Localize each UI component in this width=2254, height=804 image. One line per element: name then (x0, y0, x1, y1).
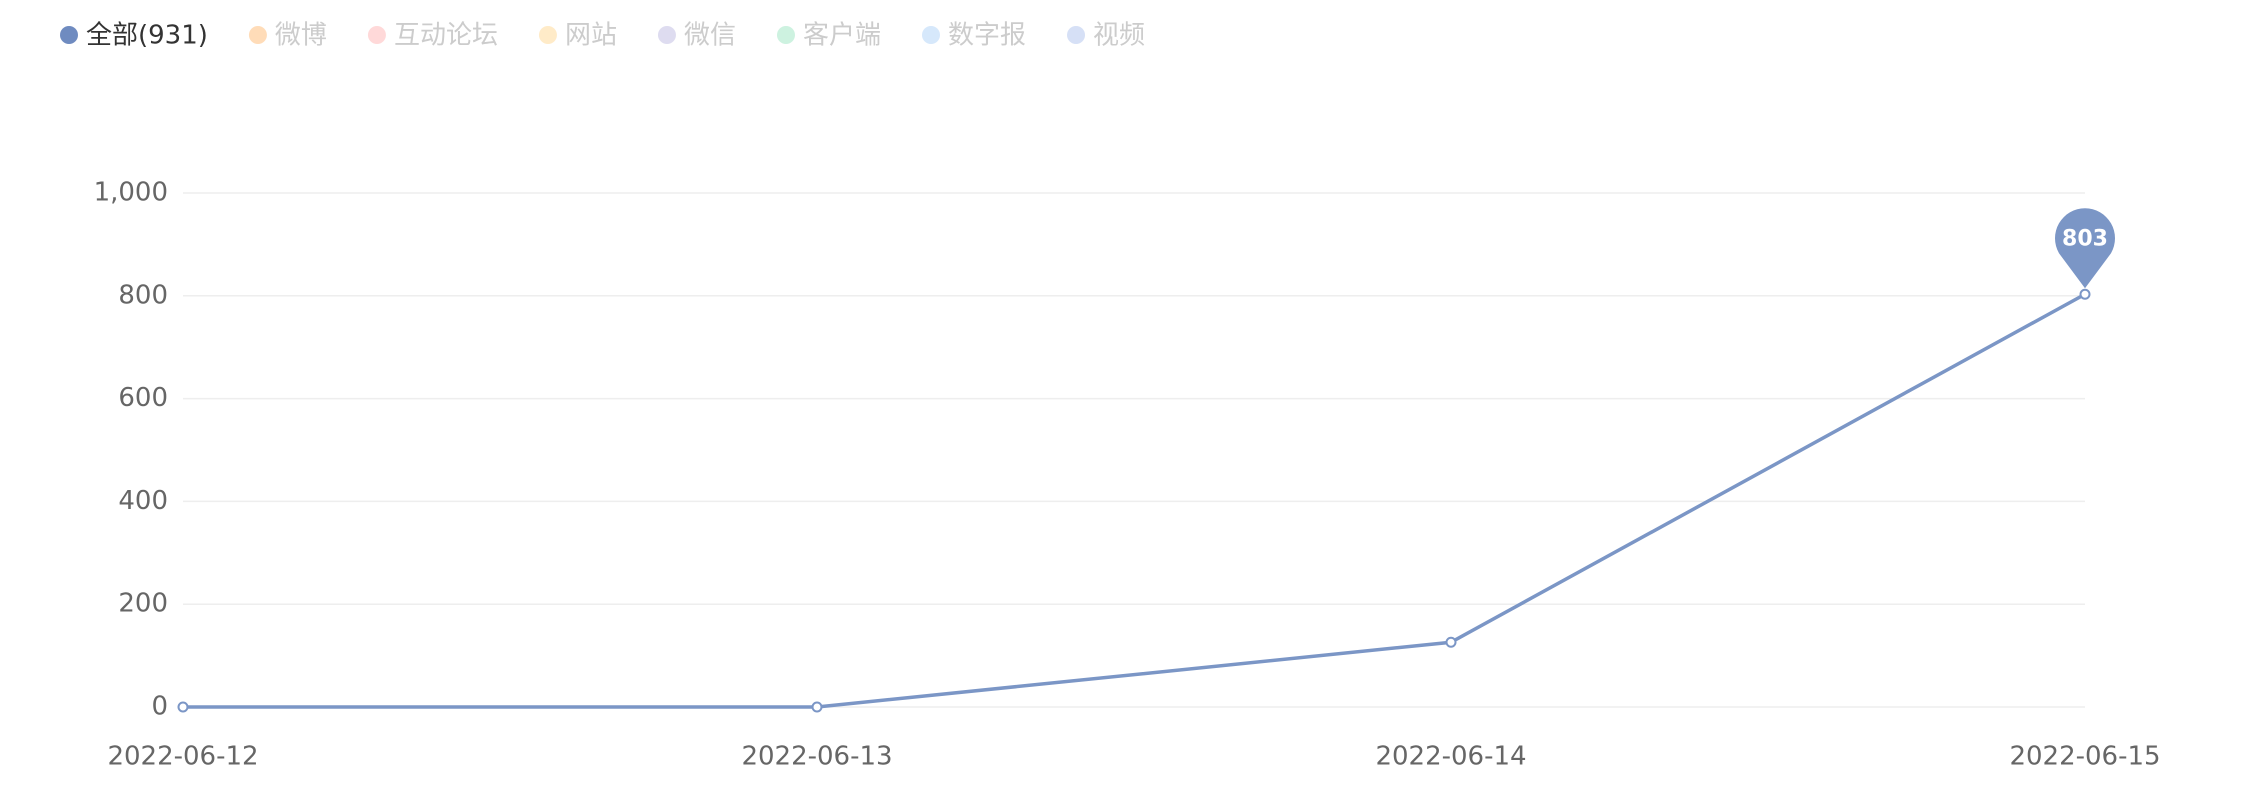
x-tick-label: 2022-06-13 (741, 742, 892, 772)
legend-label[interactable]: 数字报 (948, 21, 1026, 51)
legend-marker[interactable] (538, 26, 557, 44)
legend-label[interactable]: 全部(931) (86, 21, 208, 51)
mark-label: 803 (2062, 226, 2108, 251)
y-tick-label: 200 (118, 589, 168, 619)
legend-label[interactable]: 互动论坛 (394, 21, 498, 51)
legend-label[interactable]: 网站 (565, 21, 617, 51)
y-tick-label: 600 (118, 383, 168, 413)
x-tick-label: 2022-06-14 (1375, 742, 1526, 772)
legend-marker[interactable] (60, 26, 78, 44)
legend-label[interactable]: 微信 (684, 21, 736, 51)
y-tick-label: 0 (151, 692, 168, 722)
legend-marker[interactable] (776, 26, 795, 44)
data-point (1445, 636, 1457, 648)
series-line (183, 292, 2086, 709)
data-point (811, 701, 823, 713)
x-tick-label: 2022-06-15 (2009, 742, 2160, 772)
legend-marker[interactable] (1067, 26, 1086, 44)
y-tick-label: 800 (118, 280, 168, 310)
legend-marker[interactable] (248, 26, 267, 44)
legend-marker[interactable] (922, 26, 940, 44)
y-tick-label: 1,000 (94, 178, 168, 208)
legend-marker[interactable] (657, 26, 676, 44)
y-tick-label: 400 (118, 486, 168, 516)
legend-label[interactable]: 客户端 (803, 21, 881, 51)
x-tick-label: 2022-06-12 (107, 742, 258, 772)
legend-marker[interactable] (367, 26, 386, 44)
data-point (2079, 288, 2091, 300)
data-point (177, 701, 189, 713)
legend-label[interactable]: 微博 (275, 21, 327, 51)
legend-label[interactable]: 视频 (1093, 21, 1145, 51)
mark-pin (2055, 208, 2115, 289)
